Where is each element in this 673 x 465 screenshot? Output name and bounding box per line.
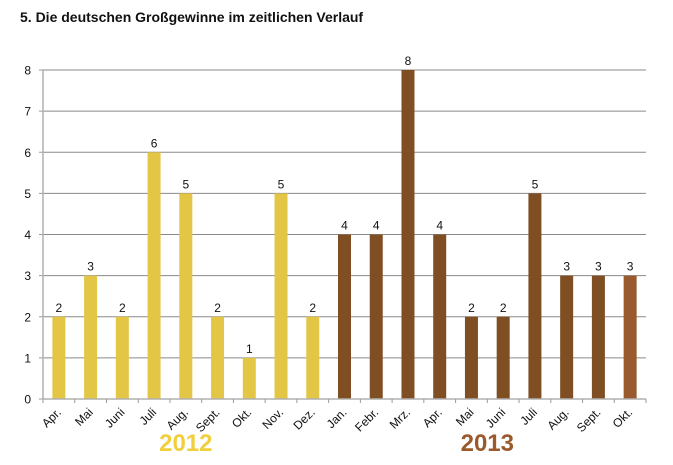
bar (623, 275, 637, 399)
data-label: 3 (595, 260, 602, 274)
data-label: 1 (246, 342, 253, 356)
x-tick-label: Aug. (164, 405, 191, 432)
y-tick-label: 0 (24, 393, 31, 407)
y-tick-label: 3 (24, 269, 31, 283)
data-label: 5 (532, 177, 539, 191)
x-tick-label: Juli (517, 405, 540, 428)
data-label: 8 (405, 54, 412, 68)
y-tick-label: 8 (24, 64, 31, 78)
x-tick-label: Okt. (610, 405, 635, 430)
y-tick-label: 7 (24, 105, 31, 119)
bar (528, 193, 542, 399)
data-label: 3 (627, 260, 634, 274)
bar (211, 316, 225, 399)
x-tick-label: Jan. (324, 405, 350, 431)
data-label: 4 (436, 219, 443, 233)
y-tick-label: 1 (24, 351, 31, 365)
bar (52, 316, 66, 399)
data-labels: 2 3 2 6 5 2 1 5 2 4 4 8 4 2 2 5 3 3 3 (56, 54, 634, 356)
bar (274, 193, 288, 399)
x-tick-label: Okt. (229, 405, 254, 430)
year-label: 2012 (159, 430, 212, 457)
data-label: 6 (151, 136, 158, 150)
bar (179, 193, 193, 399)
x-tick-label: Juli (137, 405, 160, 428)
x-tick-label: Mrz. (387, 405, 413, 431)
year-labels: 2012 2013 (159, 430, 514, 457)
bar (560, 275, 574, 399)
bar (147, 152, 161, 399)
x-tick-label: Sept. (574, 405, 604, 435)
y-tick-label: 2 (24, 310, 31, 324)
y-tick-label: 6 (24, 146, 31, 160)
data-label: 4 (373, 219, 380, 233)
bar (433, 234, 447, 399)
data-label: 2 (468, 301, 475, 315)
data-label: 2 (119, 301, 126, 315)
x-axis: Apr. Mai Juni Juli Aug. Sept. Okt. Nov. Dez. Jan.… (39, 398, 647, 435)
x-tick-label: Juni (102, 405, 127, 430)
x-tick-label: Dez. (291, 405, 318, 432)
x-tick-label: Febr. (352, 405, 381, 434)
x-tick-label: Mai (72, 405, 96, 429)
bar (338, 234, 351, 399)
bar (115, 316, 129, 399)
x-tick-label: Apr. (39, 405, 64, 430)
bar (84, 275, 98, 399)
bar (369, 234, 383, 399)
bar (242, 357, 256, 399)
data-label: 3 (563, 260, 570, 274)
x-tick-label: Aug. (544, 405, 571, 432)
y-tick-label: 4 (24, 228, 31, 242)
chart-title: 5. Die deutschen Großgewinne im zeitlich… (20, 9, 364, 25)
year-label: 2013 (461, 430, 514, 457)
bar (591, 275, 605, 399)
x-tick-label: Apr. (420, 405, 445, 430)
bar (306, 316, 320, 399)
bars (52, 70, 637, 399)
bar (496, 316, 510, 399)
data-label: 5 (182, 177, 189, 191)
data-label: 2 (56, 301, 63, 315)
data-label: 3 (87, 260, 94, 274)
data-label: 2 (500, 301, 507, 315)
data-label: 5 (278, 177, 285, 191)
bar (464, 316, 478, 399)
y-tick-label: 5 (24, 187, 31, 201)
y-axis: 0 1 2 3 4 5 6 7 8 (24, 64, 44, 407)
data-label: 4 (341, 219, 348, 233)
x-tick-label: Mai (453, 405, 477, 429)
data-label: 2 (214, 301, 221, 315)
data-label: 2 (309, 301, 316, 315)
x-tick-label: Juni (483, 405, 508, 430)
bar (401, 70, 415, 399)
x-tick-label: Nov. (259, 405, 286, 432)
